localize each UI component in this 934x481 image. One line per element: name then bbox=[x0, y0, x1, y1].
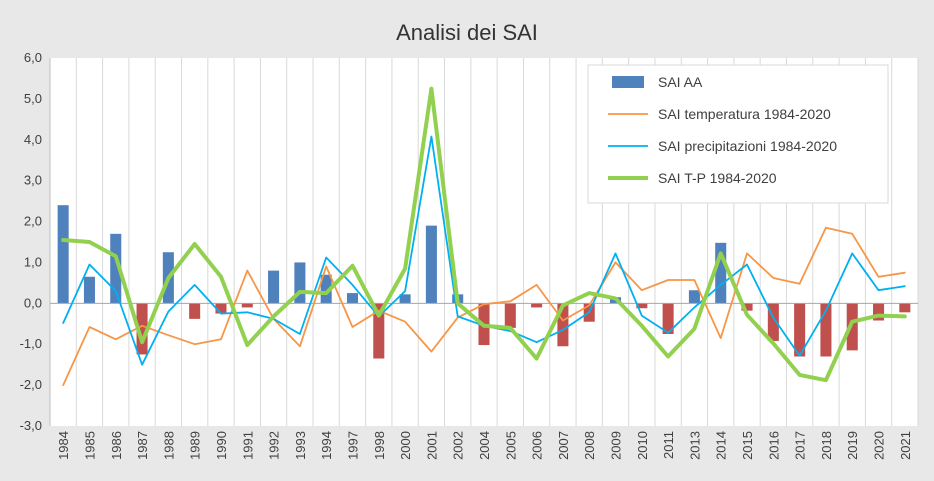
legend-item: SAI AA bbox=[612, 74, 703, 90]
bar-2005 bbox=[504, 303, 516, 328]
x-tick-label: 1985 bbox=[82, 431, 97, 460]
bar-2019 bbox=[846, 303, 858, 351]
bar-2016 bbox=[767, 303, 779, 341]
bar-2020 bbox=[873, 303, 885, 321]
y-tick-label: 0,0 bbox=[24, 295, 42, 310]
line-sai-temperatura-1984-2020 bbox=[62, 226, 906, 387]
bar-2006 bbox=[531, 303, 543, 308]
x-tick-label: 1991 bbox=[240, 431, 255, 460]
x-tick-label: 1987 bbox=[135, 431, 150, 460]
legend-item: SAI T-P 1984-2020 bbox=[608, 170, 777, 186]
bar-1990 bbox=[215, 303, 227, 314]
bar-2011 bbox=[662, 303, 674, 334]
x-tick-label: 2006 bbox=[530, 431, 545, 460]
x-tick-label: 2001 bbox=[424, 431, 439, 460]
bar-1992 bbox=[268, 270, 280, 304]
x-tick-label: 2011 bbox=[661, 431, 676, 459]
bar-2010 bbox=[636, 303, 648, 309]
x-tick-label: 2004 bbox=[477, 431, 492, 460]
bar-1993 bbox=[294, 262, 306, 304]
bar-1986 bbox=[110, 233, 122, 304]
grid-lines bbox=[49, 58, 919, 426]
legend-label: SAI precipitazioni 1984-2020 bbox=[658, 138, 837, 154]
x-tick-label: 2013 bbox=[687, 431, 702, 460]
y-tick-label: -2,0 bbox=[20, 377, 42, 392]
x-tick-label: 1989 bbox=[188, 431, 203, 460]
y-tick-label: 6,0 bbox=[24, 50, 42, 65]
x-tick-label: 2020 bbox=[872, 431, 887, 460]
x-tick-label: 2008 bbox=[582, 431, 597, 460]
bar-2021 bbox=[899, 303, 911, 313]
x-tick-label: 2019 bbox=[845, 431, 860, 460]
x-tick-label: 2010 bbox=[635, 431, 650, 460]
legend-item: SAI temperatura 1984-2020 bbox=[608, 106, 831, 122]
legend: SAI AA SAI temperatura 1984-2020 SAI preci… bbox=[587, 64, 889, 204]
bar-2018 bbox=[820, 303, 832, 357]
x-tick-label: 2016 bbox=[766, 431, 781, 460]
bar-1991 bbox=[241, 303, 253, 308]
legend-label: SAI AA bbox=[658, 74, 703, 90]
x-tick-label: 2018 bbox=[819, 431, 834, 460]
legend-swatch bbox=[612, 76, 644, 88]
bar-1989 bbox=[189, 303, 201, 319]
line-series bbox=[61, 86, 907, 387]
x-tick-label: 1984 bbox=[56, 431, 71, 460]
x-tick-label: 1988 bbox=[161, 431, 176, 460]
bar-1997 bbox=[346, 293, 359, 304]
x-tick-label: 1986 bbox=[109, 431, 124, 460]
y-tick-label: 1,0 bbox=[24, 254, 42, 269]
bar-2000 bbox=[399, 294, 411, 304]
legend-label: SAI temperatura 1984-2020 bbox=[658, 106, 831, 122]
y-tick-label: 3,0 bbox=[24, 173, 42, 188]
bar-1998 bbox=[373, 303, 385, 359]
x-tick-label: 1997 bbox=[345, 431, 360, 460]
bar-1985 bbox=[83, 276, 95, 304]
bar-2001 bbox=[425, 225, 437, 304]
legend-label: SAI T-P 1984-2020 bbox=[658, 170, 777, 186]
y-tick-label: -1,0 bbox=[20, 336, 42, 351]
x-tick-label: 2007 bbox=[556, 431, 571, 460]
x-tick-label: 1992 bbox=[267, 431, 282, 460]
y-tick-label: -3,0 bbox=[20, 418, 42, 433]
chart-title: Analisi dei SAI bbox=[396, 20, 538, 45]
legend-item: SAI precipitazioni 1984-2020 bbox=[608, 138, 837, 154]
bar-2007 bbox=[557, 303, 569, 347]
x-tick-label: 2009 bbox=[609, 431, 624, 460]
x-axis-ticks: 1984 1985 1986 1987 1988 1989 1990 1991 1992 1993… bbox=[56, 431, 913, 460]
bar-1987 bbox=[136, 303, 148, 355]
x-tick-label: 2014 bbox=[714, 431, 729, 460]
bar-2013 bbox=[688, 290, 700, 304]
bar-1994 bbox=[320, 274, 332, 304]
bar-1984 bbox=[57, 205, 69, 304]
x-tick-label: 2015 bbox=[740, 431, 755, 460]
x-tick-label: 2005 bbox=[503, 431, 518, 460]
x-tick-label: 2002 bbox=[451, 431, 466, 460]
x-tick-label: 2017 bbox=[793, 431, 808, 460]
x-tick-label: 2021 bbox=[898, 431, 913, 460]
x-tick-label: 2000 bbox=[398, 431, 413, 460]
x-tick-label: 1994 bbox=[319, 431, 334, 460]
bar-2014 bbox=[715, 242, 727, 304]
y-tick-label: 2,0 bbox=[24, 214, 42, 229]
x-tick-label: 1998 bbox=[372, 431, 387, 460]
x-tick-label: 1990 bbox=[214, 431, 229, 460]
x-tick-label: 1993 bbox=[293, 431, 308, 460]
bar-2017 bbox=[794, 303, 806, 357]
y-tick-label: 4,0 bbox=[24, 132, 42, 147]
y-axis-ticks: -3,0 -2,0 -1,0 0,0 1,0 2,0 3,0 4,0 5,0 6,0 bbox=[20, 50, 42, 433]
bar-2015 bbox=[741, 303, 753, 311]
line-sai-t-p-1984-2020 bbox=[61, 86, 907, 383]
y-tick-label: 5,0 bbox=[24, 91, 42, 106]
